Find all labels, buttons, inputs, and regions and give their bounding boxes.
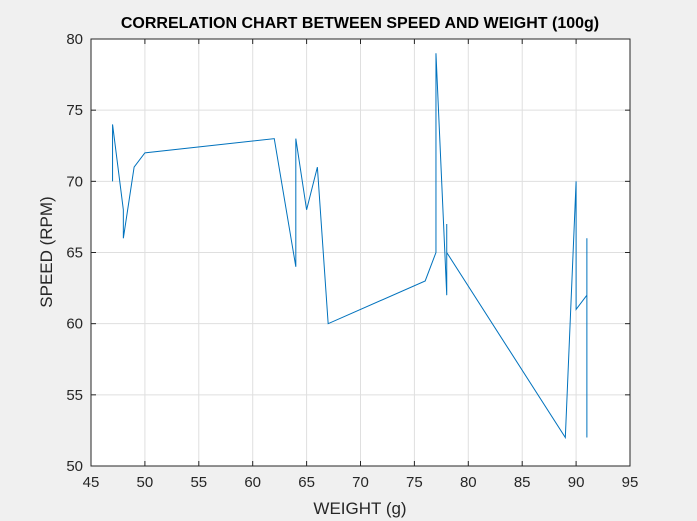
ticks-y bbox=[91, 38, 630, 467]
y-tick-labels: 50 55 60 65 70 75 80 bbox=[66, 31, 83, 475]
y-tick-label: 55 bbox=[66, 387, 83, 404]
ticks-x bbox=[90, 39, 631, 466]
chart-title: CORRELATION CHART BETWEEN SPEED AND WEIG… bbox=[121, 15, 599, 32]
x-tick-label: 50 bbox=[137, 474, 154, 491]
y-tick-label: 60 bbox=[66, 316, 83, 333]
x-tick-label: 65 bbox=[298, 474, 315, 491]
y-tick-label: 70 bbox=[66, 173, 83, 190]
y-axis-label: SPEED (RPM) bbox=[37, 196, 56, 307]
x-tick-label: 90 bbox=[568, 474, 585, 491]
x-tick-label: 75 bbox=[406, 474, 423, 491]
x-axis-label: WEIGHT (g) bbox=[313, 499, 406, 518]
y-tick-label: 75 bbox=[66, 102, 83, 119]
y-tick-label: 50 bbox=[66, 458, 83, 475]
series-layer bbox=[112, 53, 588, 440]
y-tick-label: 65 bbox=[66, 245, 83, 262]
x-tick-label: 60 bbox=[244, 474, 261, 491]
x-tick-label: 80 bbox=[460, 474, 477, 491]
x-tick-labels: 45 50 55 60 65 70 75 80 85 90 95 bbox=[83, 474, 639, 491]
x-tick-label: 85 bbox=[514, 474, 531, 491]
x-tick-label: 95 bbox=[622, 474, 639, 491]
x-tick-label: 45 bbox=[83, 474, 100, 491]
y-tick-label: 80 bbox=[66, 31, 83, 48]
series-line bbox=[112, 53, 588, 440]
x-tick-label: 55 bbox=[190, 474, 207, 491]
x-tick-label: 70 bbox=[352, 474, 369, 491]
